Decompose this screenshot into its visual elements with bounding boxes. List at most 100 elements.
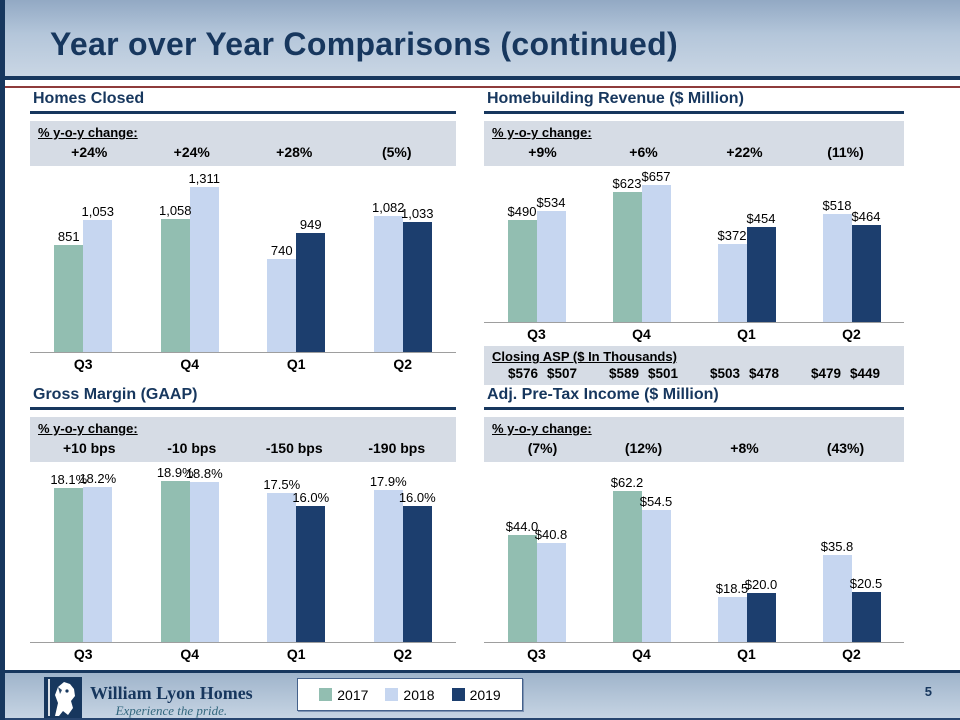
legend-item-2019: 2019 (451, 686, 501, 703)
logo-text: William Lyon Homes Experience the pride. (90, 683, 253, 718)
bar-q2-2018 (822, 555, 852, 642)
yoy-change-box: % y-o-y change: +10 bps -10 bps -150 bps -1… (30, 417, 456, 462)
yoy-change-value: +24% (71, 144, 108, 160)
bar-q2-2018 (373, 490, 403, 642)
axis-category-label: Q2 (842, 646, 861, 662)
bar-with-label: 17.5% (263, 477, 300, 642)
bar-q2-2019 (851, 225, 881, 322)
bar-with-label: 16.0% (292, 490, 329, 642)
x-axis: Q3 Q4 Q1 Q2 (30, 642, 456, 662)
bar-q2-2018 (373, 216, 403, 352)
bar-q1-2018 (267, 259, 297, 352)
yoy-change-value: (12%) (624, 440, 663, 456)
bar-q4-2017 (160, 481, 190, 642)
bar-value-label: $18.5 (715, 581, 749, 596)
section-title: Homebuilding Revenue ($ Million) (484, 90, 904, 114)
asp-value: $478 (749, 366, 780, 381)
asp-value: $576 (507, 366, 538, 381)
company-name: William Lyon Homes (90, 682, 253, 703)
section-title: Gross Margin (GAAP) (30, 386, 456, 410)
bar-value-label: $454 (746, 211, 776, 226)
bar-with-label: $40.8 (535, 527, 567, 642)
bar-value-label: $518 (822, 198, 852, 213)
bar-with-label: 18.9% (157, 465, 194, 642)
bar-q4-2017 (612, 192, 642, 322)
yoy-change-label: % y-o-y change: (38, 125, 138, 140)
bar-value-label: $54.5 (639, 494, 673, 509)
bar-value-label: 16.0% (292, 490, 330, 505)
asp-pair: $576 $507 (492, 366, 593, 381)
x-axis: Q3 Q4 Q1 Q2 (30, 352, 456, 372)
yoy-change-box: % y-o-y change: +24% +24% +28% (5%) (30, 121, 456, 166)
yoy-change-value: +6% (629, 144, 658, 160)
bar-q1-2018 (717, 244, 747, 322)
bar-value-label: $534 (536, 195, 566, 210)
bar-q2-2019 (851, 592, 881, 642)
bar-with-label: $44.0 (506, 519, 538, 642)
bar-q4-2018 (189, 482, 219, 642)
slide-footer: William Lyon Homes Experience the pride.… (0, 670, 960, 720)
bar-q3-2017 (54, 488, 84, 642)
bar-value-label: $464 (851, 209, 881, 224)
bar-q1-2018 (267, 493, 297, 642)
bar-value-label: 1,311 (188, 171, 221, 186)
bar-value-label: 17.5% (263, 477, 301, 492)
bar-with-label: $464 (851, 209, 881, 322)
bar-q2-2019 (402, 222, 432, 352)
bar-q3-2018 (83, 220, 113, 352)
bar-value-label: $20.0 (744, 577, 778, 592)
bar-with-label: $35.8 (821, 539, 853, 642)
bar-value-label: 18.8% (185, 466, 223, 481)
header-red-divider (0, 86, 960, 88)
asp-value: $589 (608, 366, 639, 381)
bar-with-label: 16.0% (399, 490, 436, 642)
bar-q1-2018 (717, 597, 747, 642)
asp-pair: $479 $449 (795, 366, 896, 381)
bar-with-label: $20.0 (744, 577, 778, 642)
bar-value-label: $20.5 (849, 576, 883, 591)
asp-value: $479 (810, 366, 841, 381)
bar-group-q1: 17.5% 16.0% (243, 477, 350, 642)
yoy-change-label: % y-o-y change: (38, 421, 138, 436)
bar-with-label: $62.2 (611, 475, 643, 642)
axis-category-label: Q2 (393, 356, 413, 372)
bar-with-label: $518 (822, 198, 852, 322)
legend-label: 2019 (469, 686, 501, 703)
chart-section-homes-closed: Homes Closed % y-o-y change: +24% +24% +28… (30, 90, 456, 372)
yoy-change-value: (5%) (381, 144, 412, 160)
bar-with-label: 18.8% (186, 466, 223, 642)
bar-group-q3: 18.1% 18.2% (30, 471, 137, 642)
axis-category-label: Q3 (527, 326, 546, 342)
yoy-change-label: % y-o-y change: (492, 421, 592, 436)
bar-plot: 851 1,053 1,058 1,311 740 949 1,082 1,033 (30, 171, 456, 352)
bar-plot: 18.1% 18.2% 18.9% 18.8% 17.5% 16.0% 17.9% 16.0% (30, 465, 456, 642)
section-title: Adj. Pre-Tax Income ($ Million) (484, 386, 904, 410)
page-title: Year over Year Comparisons (continued) (50, 26, 678, 62)
legend-item-2017: 2017 (319, 687, 368, 703)
closing-asp-values: $576 $507 $589 $501 $503 $478 $479 $449 (492, 366, 896, 381)
chart-legend: 2017 2018 2019 (297, 678, 523, 711)
bar-q1-2019 (296, 233, 326, 352)
bar-group-q1: 740 949 (243, 217, 350, 352)
closing-asp-label: Closing ASP ($ In Thousands) (492, 349, 677, 364)
axis-category-label: Q2 (842, 326, 861, 342)
bar-value-label: 1,058 (158, 203, 192, 218)
yoy-change-value: (43%) (826, 440, 865, 456)
bar-with-label: 851 (54, 229, 84, 352)
bar-q3-2018 (536, 543, 566, 642)
axis-category-label: Q4 (632, 326, 651, 342)
x-axis: Q3 Q4 Q1 Q2 (484, 642, 904, 662)
yoy-change-box: % y-o-y change: +9% +6% +22% (11%) (484, 121, 904, 166)
bar-with-label: $657 (641, 169, 671, 322)
bar-q2-2019 (402, 506, 432, 642)
bar-with-label: $534 (536, 195, 566, 322)
left-edge-bar (0, 0, 5, 720)
axis-category-label: Q3 (527, 646, 546, 662)
bar-with-label: $623 (612, 176, 642, 322)
bar-group-q3: $44.0 $40.8 (484, 519, 589, 642)
bar-q4-2017 (160, 219, 190, 352)
yoy-change-value: +22% (726, 144, 763, 160)
bar-group-q2: $35.8 $20.5 (799, 539, 904, 642)
bar-with-label: $490 (507, 204, 537, 322)
bar-with-label: $54.5 (639, 494, 673, 642)
